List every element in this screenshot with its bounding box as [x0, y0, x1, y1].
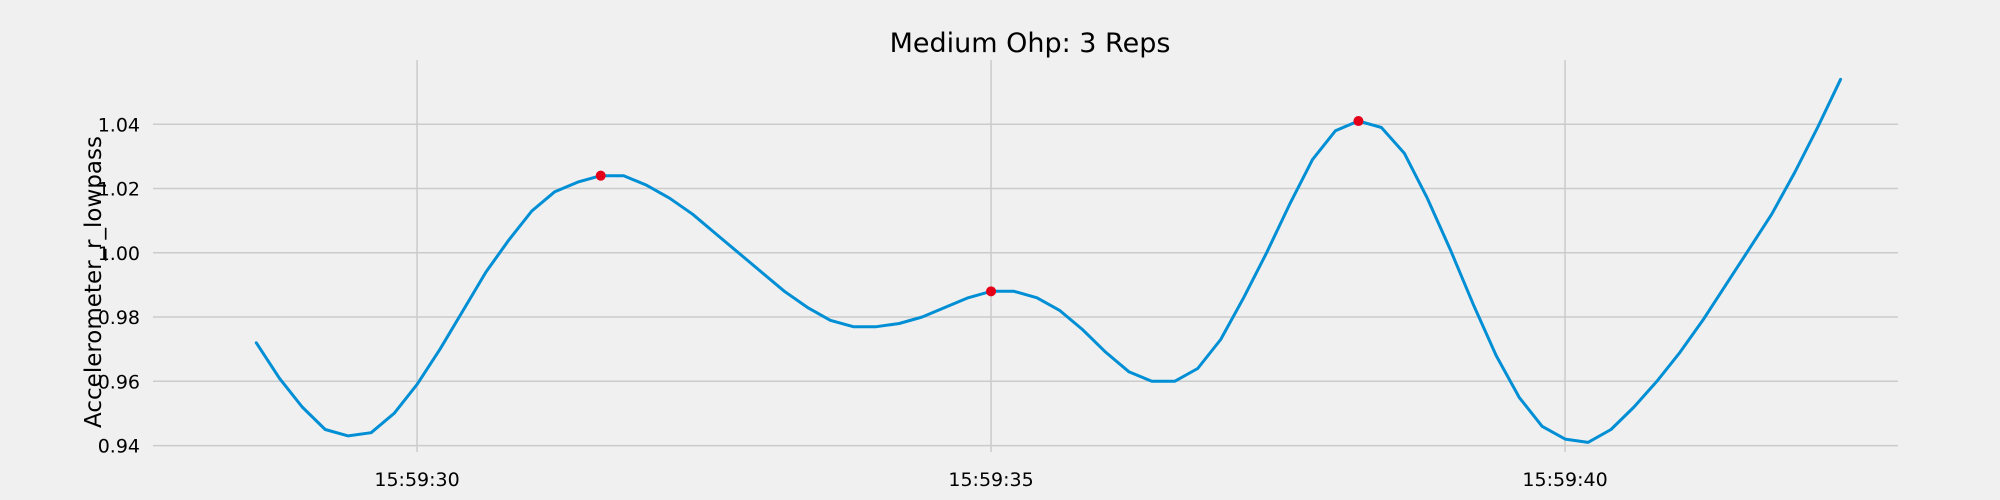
accelerometer-line — [254, 77, 1843, 444]
x-tick-label: 15:59:30 — [374, 469, 459, 491]
y-axis-label: Accelerometer_r_lowpass — [81, 136, 107, 428]
y-axis-ticks: 0.94 0.96 0.98 1.00 1.02 1.04 — [98, 114, 140, 457]
x-axis-ticks: 15:59:30 15:59:35 15:59:40 — [374, 469, 1607, 491]
y-tick-label: 1.04 — [98, 114, 140, 136]
y-tick-label: 0.94 — [98, 436, 140, 458]
x-tick-label: 15:59:40 — [1522, 469, 1607, 491]
x-tick-label: 15:59:35 — [948, 469, 1033, 491]
peak-markers — [595, 116, 1364, 297]
y-tick-label: 0.96 — [98, 371, 140, 393]
series-layer — [254, 77, 1843, 444]
peak-marker — [986, 286, 997, 297]
peak-marker — [1353, 116, 1364, 127]
y-tick-label: 1.00 — [98, 243, 140, 265]
y-tick-label: 1.02 — [98, 179, 140, 201]
y-tick-label: 0.98 — [98, 307, 140, 329]
peak-marker — [595, 170, 606, 181]
grid — [153, 60, 1898, 452]
chart-title: Medium Ohp: 3 Reps — [890, 28, 1171, 59]
